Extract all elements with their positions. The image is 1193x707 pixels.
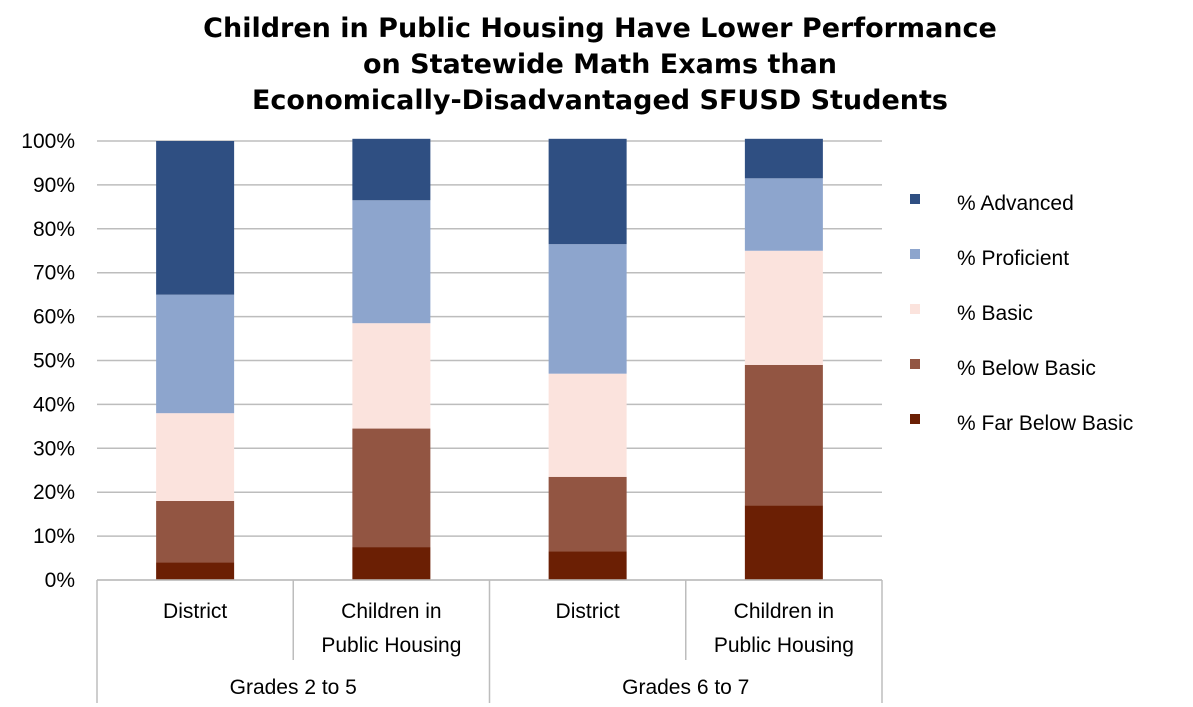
bar-segment-basic [156, 413, 235, 501]
y-axis-tick-labels: 0% 10% 20% 30% 40% 50% 60% 70% 80% 90% 100% [21, 130, 75, 592]
bar-segment-below-basic [156, 500, 235, 563]
bar-segment-advanced [744, 138, 823, 179]
bar-segment-basic [744, 250, 823, 365]
bar-segment-advanced [352, 138, 431, 201]
bar-segment-proficient [156, 294, 235, 414]
x-group-label: Grades 2 to 5 [230, 676, 357, 699]
x-category-label: Public Housing [714, 634, 854, 657]
y-tick-label: 40% [33, 393, 75, 416]
x-axis [96, 579, 883, 703]
x-category-label: District [556, 600, 620, 623]
y-tick-label: 80% [33, 218, 75, 241]
legend-swatch [910, 359, 920, 369]
legend-swatch [910, 414, 920, 424]
bar-segment-proficient [548, 244, 627, 374]
bar-segment-proficient [352, 200, 431, 324]
legend-label: % Proficient [957, 247, 1069, 270]
bar-segment-advanced [548, 138, 627, 245]
x-axis-group-labels: Grades 2 to 5 Grades 6 to 7 [230, 676, 750, 699]
y-tick-label: 60% [33, 306, 75, 329]
legend-swatch [910, 194, 920, 204]
bar-segment-basic [352, 323, 431, 429]
bar-segment-far-below-basic [156, 562, 235, 580]
legend-swatch [910, 249, 920, 259]
chart-title-line-2: on Statewide Math Exams than [363, 49, 837, 80]
y-tick-label: 50% [33, 350, 75, 373]
legend-label: % Below Basic [957, 357, 1096, 380]
legend: % Advanced % Proficient % Basic % Below Bas… [910, 192, 1133, 435]
legend-label: % Far Below Basic [957, 412, 1133, 435]
legend-label: % Advanced [957, 192, 1074, 215]
y-tick-label: 100% [21, 130, 75, 153]
x-category-label: Children in [341, 600, 441, 623]
x-axis-category-labels: District Children in Public Housing Distric… [163, 600, 854, 657]
y-tick-label: 0% [45, 569, 75, 592]
x-category-label: Children in [734, 600, 834, 623]
legend-label: % Basic [957, 302, 1033, 325]
bar-segment-below-basic [744, 364, 823, 506]
y-tick-label: 70% [33, 262, 75, 285]
bar-segment-basic [548, 373, 627, 477]
x-category-label: Public Housing [321, 634, 461, 657]
x-category-label: District [163, 600, 227, 623]
y-tick-label: 10% [33, 525, 75, 548]
bar-segment-far-below-basic [744, 505, 823, 580]
chart-title: Children in Public Housing Have Lower Pe… [203, 13, 997, 116]
y-tick-label: 90% [33, 174, 75, 197]
legend-swatch [910, 304, 920, 314]
y-tick-label: 30% [33, 437, 75, 460]
chart-title-line-1: Children in Public Housing Have Lower Pe… [203, 13, 997, 44]
bar-segment-below-basic [352, 428, 431, 548]
bar-segment-below-basic [548, 476, 627, 552]
bar-segment-advanced [156, 141, 235, 295]
bars [156, 138, 823, 580]
x-group-label: Grades 6 to 7 [622, 676, 749, 699]
chart-title-line-3: Economically-Disadvantaged SFUSD Student… [252, 85, 948, 116]
bar-segment-proficient [744, 178, 823, 251]
bar-segment-far-below-basic [548, 551, 627, 580]
y-tick-label: 20% [33, 481, 75, 504]
bar-segment-far-below-basic [352, 547, 431, 580]
